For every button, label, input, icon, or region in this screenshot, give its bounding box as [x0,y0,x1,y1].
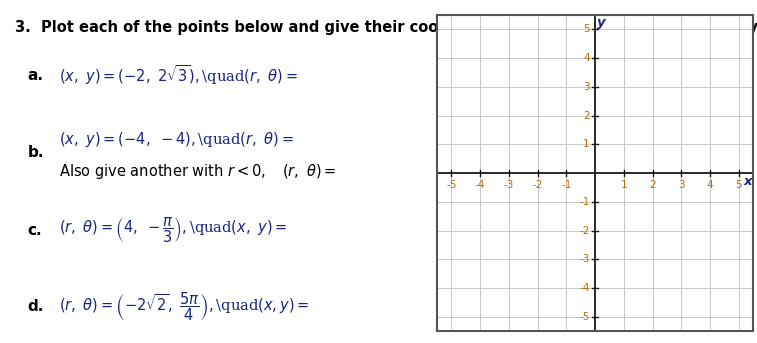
Text: 5: 5 [584,24,590,35]
Text: c.: c. [28,223,42,238]
Text: -1: -1 [580,197,590,207]
Text: 3: 3 [678,179,684,190]
Text: 2: 2 [584,111,590,121]
Text: 4: 4 [584,53,590,63]
Text: 4: 4 [707,179,713,190]
Text: $(x,\ y) = (-2,\ 2\sqrt{3}),$\quad$(r,\ \theta) =$: $(x,\ y) = (-2,\ 2\sqrt{3}),$\quad$(r,\ … [58,63,298,87]
Text: x: x [743,175,752,188]
Text: b.: b. [28,144,45,159]
Text: 5: 5 [736,179,742,190]
Text: 3.  Plot each of the points below and give their coordinates in the specified co: 3. Plot each of the points below and giv… [15,20,757,35]
Text: 3: 3 [584,82,590,92]
Text: y: y [597,16,606,29]
Text: 1: 1 [621,179,627,190]
Text: 2: 2 [650,179,656,190]
Text: -4: -4 [475,179,485,190]
Text: -2: -2 [532,179,543,190]
Text: $(r,\ \theta) = \left(-2\sqrt{2},\ \dfrac{5\pi}{4}\right),$\quad$(x,y) =$: $(r,\ \theta) = \left(-2\sqrt{2},\ \dfra… [58,291,309,323]
Text: $(x,\ y) = (-4,\ -4),$\quad$(r,\ \theta) =$: $(x,\ y) = (-4,\ -4),$\quad$(r,\ \theta)… [58,130,294,149]
Text: a.: a. [28,68,44,83]
Text: 1: 1 [584,140,590,150]
Text: Also give another with $r < 0,$   $(r,\ \theta) =$: Also give another with $r < 0,$ $(r,\ \t… [58,162,336,181]
Text: -5: -5 [580,312,590,322]
Text: $(r,\ \theta) = \left(4,\ -\dfrac{\pi}{3}\right),$\quad$(x,\ y) =$: $(r,\ \theta) = \left(4,\ -\dfrac{\pi}{3… [58,215,287,245]
Text: -2: -2 [580,226,590,236]
Text: -5: -5 [446,179,456,190]
Text: -3: -3 [580,255,590,264]
Text: -3: -3 [503,179,514,190]
Text: -4: -4 [580,283,590,293]
Text: -1: -1 [561,179,572,190]
Text: d.: d. [28,299,44,314]
